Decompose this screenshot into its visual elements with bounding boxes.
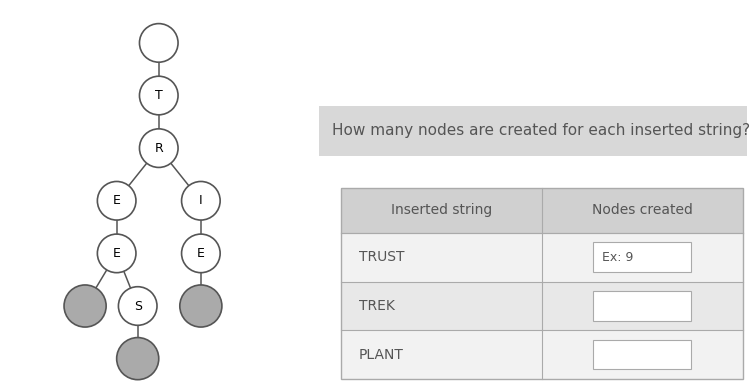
- FancyBboxPatch shape: [319, 106, 747, 156]
- Circle shape: [181, 181, 220, 220]
- Text: TRUST: TRUST: [359, 250, 404, 264]
- Circle shape: [64, 285, 106, 327]
- Text: How many nodes are created for each inserted string?: How many nodes are created for each inse…: [333, 124, 751, 138]
- FancyBboxPatch shape: [341, 330, 742, 379]
- Text: E: E: [113, 194, 121, 207]
- Text: PLANT: PLANT: [359, 348, 404, 362]
- Circle shape: [139, 129, 178, 167]
- Text: Ex: 9: Ex: 9: [602, 251, 634, 264]
- Circle shape: [139, 23, 178, 62]
- FancyBboxPatch shape: [341, 282, 742, 330]
- Text: S: S: [134, 300, 141, 312]
- Text: Nodes created: Nodes created: [592, 203, 692, 217]
- FancyBboxPatch shape: [341, 233, 742, 282]
- Text: Inserted string: Inserted string: [391, 203, 492, 217]
- Text: E: E: [113, 247, 121, 260]
- Text: E: E: [197, 247, 205, 260]
- FancyBboxPatch shape: [341, 188, 742, 233]
- Circle shape: [119, 287, 157, 325]
- FancyBboxPatch shape: [593, 340, 691, 369]
- Circle shape: [116, 337, 159, 380]
- Text: TREK: TREK: [359, 299, 395, 313]
- Circle shape: [139, 76, 178, 115]
- Circle shape: [98, 181, 136, 220]
- Circle shape: [98, 234, 136, 273]
- Circle shape: [180, 285, 222, 327]
- FancyBboxPatch shape: [593, 242, 691, 272]
- Text: I: I: [199, 194, 203, 207]
- Circle shape: [181, 234, 220, 273]
- FancyBboxPatch shape: [593, 291, 691, 321]
- Text: T: T: [155, 89, 163, 102]
- Text: R: R: [154, 142, 163, 155]
